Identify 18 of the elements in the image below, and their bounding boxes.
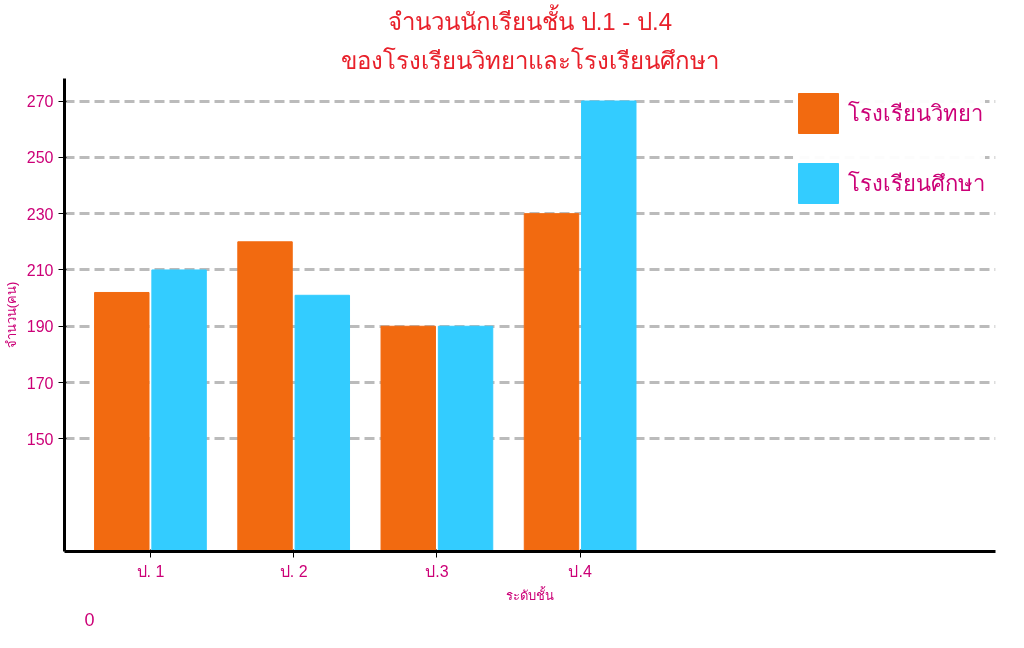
legend-label: โรงเรียนวิทยา [848,99,983,128]
y-tick-label: 210 [26,261,54,279]
x-tick-label: ป.3 [425,562,449,580]
text: 0 [84,609,95,630]
x-tick-label: ป. 1 [136,562,165,580]
x-tick-label: ป.4 [568,562,592,580]
y-tick-label: 270 [26,93,54,111]
y-tick-label: 190 [26,318,54,336]
chart-subtitle: ของโรงเรียนวิทยาและโรงเรียนศึกษา [341,46,719,74]
legend-label: โรงเรียนศึกษา [848,169,985,198]
x-tick-label: ป. 2 [279,562,308,580]
x-axis-title: ระดับชั้น [506,585,554,603]
chart-title: จำนวนนักเรียนชั้น ป.1 - ป.4 [387,3,673,35]
y-tick-label: 150 [26,430,54,448]
y-tick-label: 170 [26,374,54,392]
y-axis-title: จำนวน(คน) [3,281,19,349]
y-tick-label: 250 [26,149,54,167]
y-tick-label: 230 [26,205,54,223]
